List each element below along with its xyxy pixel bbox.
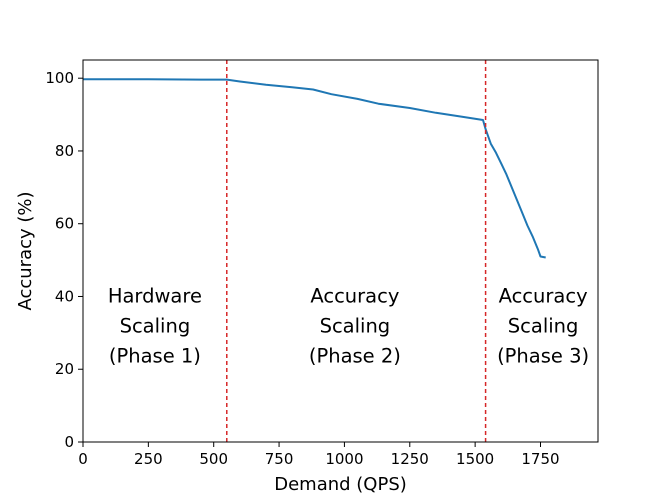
phase-annotation-2-line-3: (Phase 2) <box>309 345 401 368</box>
y-axis-ticks: 0 20 40 60 80 100 <box>45 69 83 451</box>
x-tick-label: 1000 <box>325 450 363 468</box>
x-tick-label: 750 <box>265 450 294 468</box>
accuracy-line-series <box>83 78 546 259</box>
phase-annotation-1: Hardware Scaling (Phase 1) <box>108 285 202 368</box>
x-tick-label: 250 <box>134 450 163 468</box>
y-axis-title: Accuracy (%) <box>15 191 36 310</box>
y-tick-label: 20 <box>55 360 74 378</box>
y-tick-label: 0 <box>64 433 74 451</box>
x-tick-label: 500 <box>199 450 228 468</box>
x-tick-label: 0 <box>78 450 88 468</box>
y-tick-label: 60 <box>55 215 74 233</box>
phase-annotation-2: Accuracy Scaling (Phase 2) <box>309 285 401 368</box>
x-tick-label: 1500 <box>456 450 494 468</box>
x-axis-title: Demand (QPS) <box>274 474 407 495</box>
phase-annotation-1-line-2: Scaling <box>120 315 191 338</box>
y-tick-label: 100 <box>45 69 74 87</box>
phase-annotation-3-line-3: (Phase 3) <box>497 345 589 368</box>
x-tick-label: 1750 <box>521 450 559 468</box>
phase-annotation-2-line-2: Scaling <box>320 315 391 338</box>
y-tick-label: 80 <box>55 142 74 160</box>
y-tick-label: 40 <box>55 287 74 305</box>
phase-annotation-3: Accuracy Scaling (Phase 3) <box>497 285 589 368</box>
x-tick-label: 1250 <box>391 450 429 468</box>
plot-content: Hardware Scaling (Phase 1) Accuracy Scaling (… <box>83 60 589 442</box>
phase-annotation-2-line-1: Accuracy <box>310 285 399 308</box>
phase-annotation-3-line-2: Scaling <box>508 315 579 338</box>
phase-annotation-1-line-3: (Phase 1) <box>109 345 201 368</box>
x-axis-ticks: 0 250 500 750 1000 1250 1500 1750 <box>78 442 560 468</box>
phase-annotation-1-line-1: Hardware <box>108 285 202 308</box>
plot-frame <box>82 59 599 443</box>
phase-annotation-3-line-1: Accuracy <box>499 285 588 308</box>
